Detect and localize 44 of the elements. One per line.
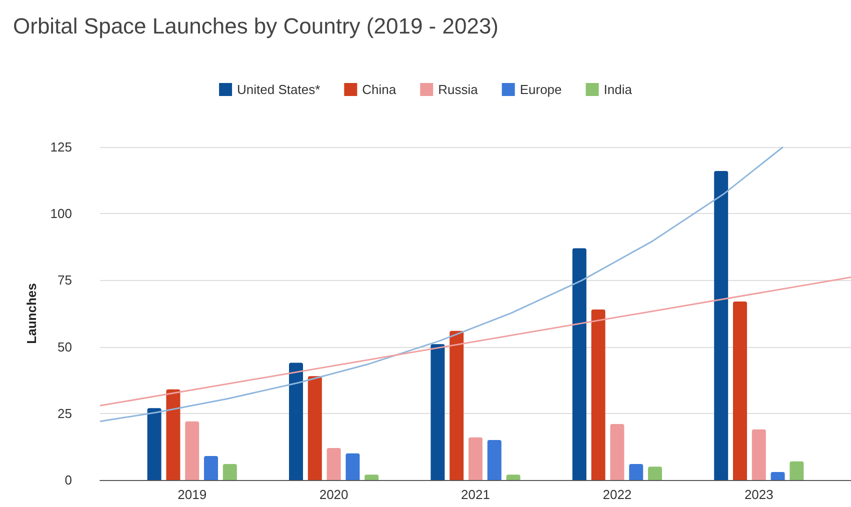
- bar: [308, 376, 322, 480]
- bar: [648, 466, 662, 480]
- x-tick-label: 2021: [461, 487, 490, 502]
- bar: [430, 344, 445, 480]
- chart-title: Orbital Space Launches by Country (2019 - 2023): [13, 14, 499, 38]
- line-series: [99, 146, 784, 422]
- bar: [714, 170, 728, 480]
- bar: [468, 437, 482, 480]
- bar: [185, 421, 200, 480]
- bar: [591, 310, 606, 480]
- bar: [289, 362, 303, 480]
- bar: [204, 456, 218, 480]
- bar: [572, 248, 586, 480]
- bar: [326, 448, 341, 480]
- bar: [450, 330, 464, 480]
- bar: [222, 464, 237, 480]
- x-tick-label: 2019: [178, 487, 207, 502]
- x-tick-label: 2022: [602, 487, 632, 502]
- bar: [752, 429, 766, 480]
- y-tick-label: 0: [64, 472, 72, 488]
- bar: [770, 472, 785, 480]
- y-tick-label: 100: [50, 206, 72, 222]
- bar: [790, 461, 804, 480]
- bar: [506, 474, 520, 480]
- legend-label: Europe: [520, 82, 562, 97]
- legend-label: China: [362, 82, 397, 97]
- y-tick-label: 125: [50, 140, 72, 154]
- x-tick-label: 2020: [319, 487, 348, 502]
- x-tick-label: 2023: [744, 487, 774, 502]
- bar: [346, 453, 360, 480]
- legend-label: India: [604, 82, 633, 97]
- bar: [610, 424, 624, 480]
- y-axis-title: Launches: [24, 283, 39, 344]
- y-tick-label: 75: [58, 272, 72, 288]
- bar: [487, 440, 502, 480]
- bar: [147, 408, 162, 480]
- bar: [732, 302, 747, 480]
- bar: [629, 464, 644, 480]
- y-tick-label: 25: [58, 406, 72, 421]
- legend-label: United States*: [237, 82, 320, 97]
- bar: [364, 474, 379, 480]
- y-tick-label: 50: [58, 339, 72, 354]
- bar: [166, 389, 180, 480]
- legend-label: Russia: [438, 82, 479, 97]
